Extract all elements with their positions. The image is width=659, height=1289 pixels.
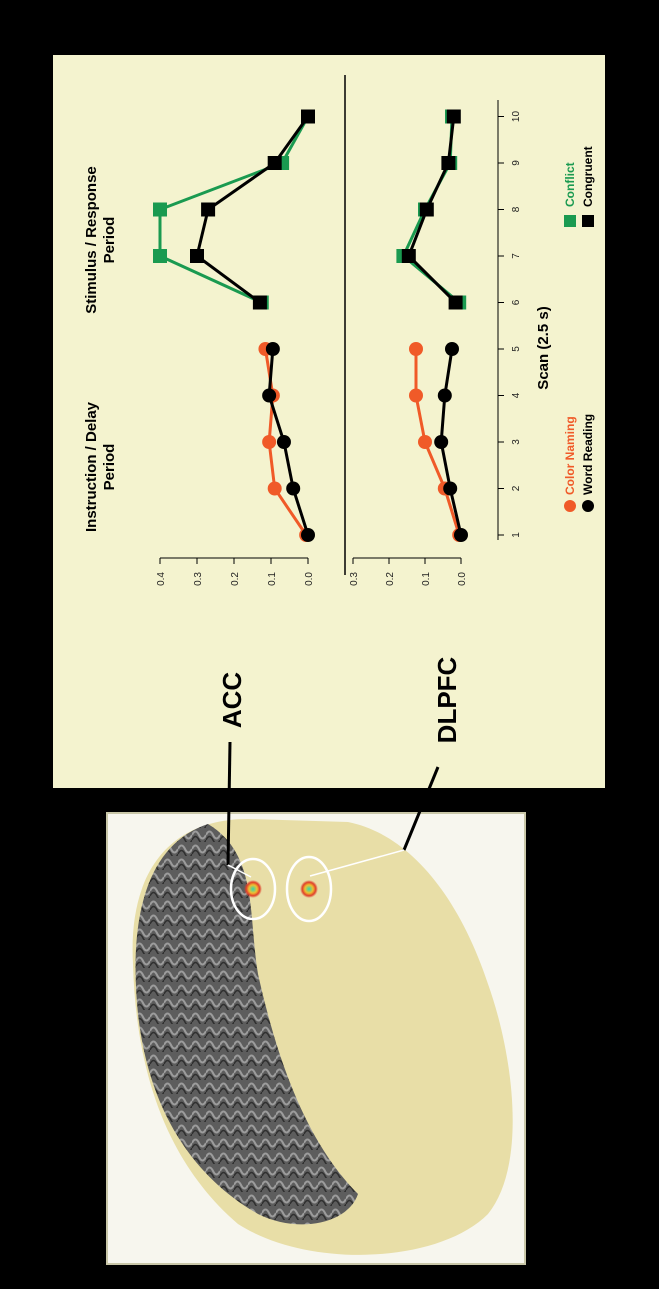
- acc-point-color-naming: [262, 435, 277, 449]
- dlpfc-point-color-naming: [409, 342, 423, 356]
- legend-marker-word-reading: [582, 500, 594, 512]
- dlpfc-point-congruent: [448, 295, 463, 310]
- legend-marker-conflict: [564, 215, 576, 227]
- x-tick-label: 5: [511, 346, 522, 352]
- legend-label-word-reading: Word Reading: [581, 414, 595, 495]
- dlpfc-point-word-reading: [443, 481, 458, 496]
- legend-marker-color-naming: [564, 500, 576, 512]
- dlpfc-y-tick-label: 0.1: [421, 572, 432, 586]
- x-tick-label: 6: [511, 299, 522, 305]
- dlpfc-point-word-reading: [454, 528, 468, 542]
- dlpfc-point-word-reading: [445, 342, 459, 356]
- chart-svg: 0.4 0.3 0.2 0.1 0.0 0.3 0.2 0.1 0.0 1 2 3 4 5 6 7 8 9 10 In…: [83, 75, 595, 586]
- brain-image: [132, 819, 513, 1255]
- x-axis-title: Scan (2.5 s): [535, 306, 552, 389]
- x-tick-label: 3: [511, 439, 522, 445]
- acc-point-congruent: [252, 295, 267, 310]
- chart-panel: 0.4 0.3 0.2 0.1 0.0 0.3 0.2 0.1 0.0 1 2 3 4 5 6 7 8 9 10 In…: [53, 55, 605, 788]
- dlpfc-y-tick-label: 0.3: [349, 572, 360, 586]
- dlpfc-point-congruent: [419, 202, 434, 217]
- dlpfc-activation: [300, 880, 318, 898]
- dlpfc-point-word-reading: [434, 435, 449, 449]
- acc-point-word-reading: [262, 388, 277, 403]
- dlpfc-point-color-naming: [418, 435, 432, 449]
- x-tick-label: 2: [511, 485, 522, 491]
- dlpfc-point-congruent: [401, 249, 416, 263]
- acc-point-congruent: [301, 109, 315, 124]
- legend-label-conflict: Conflict: [563, 162, 577, 207]
- acc-y-tick-label: 0.1: [267, 572, 278, 586]
- acc-point-conflict: [153, 249, 167, 263]
- dlpfc-y-tick-label: 0.0: [457, 572, 468, 586]
- acc-line-conflict: [158, 115, 310, 304]
- title-stimulus-response-line1: Stimulus / Response: [83, 166, 100, 314]
- x-tick-label: 1: [511, 532, 522, 538]
- acc-y-tick-label: 0.3: [193, 572, 204, 586]
- acc-point-congruent: [190, 249, 204, 263]
- acc-y-tick-label: 0.0: [304, 572, 315, 586]
- x-tick-label: 9: [511, 160, 522, 166]
- acc-point-word-reading: [265, 342, 280, 356]
- legend-marker-congruent: [582, 215, 594, 227]
- acc-point-conflict: [153, 202, 167, 217]
- acc-point-congruent: [201, 202, 216, 217]
- acc-activation: [244, 880, 262, 898]
- dlpfc-point-color-naming: [409, 388, 423, 403]
- dlpfc-point-word-reading: [437, 388, 452, 403]
- dlpfc-point-congruent: [446, 109, 461, 124]
- x-tick-label: 7: [511, 253, 522, 259]
- title-instruction-delay-line1: Instruction / Delay: [83, 401, 100, 532]
- x-tick-label: 10: [511, 111, 522, 123]
- x-tick-label: 8: [511, 206, 522, 212]
- brain-cortex-shape: [135, 824, 358, 1225]
- brain-image-frame: [106, 812, 526, 1265]
- legend-label-congruent: Congruent: [581, 146, 595, 207]
- x-tick-label: 4: [511, 392, 522, 398]
- acc-point-word-reading: [301, 528, 315, 542]
- legend-label-color-naming: Color Naming: [563, 416, 577, 495]
- acc-point-congruent: [267, 156, 282, 170]
- dlpfc-circle: [285, 855, 333, 923]
- dlpfc-y-tick-label: 0.2: [385, 572, 396, 586]
- acc-point-word-reading: [276, 435, 291, 449]
- dlpfc-point-congruent: [441, 156, 456, 170]
- acc-circle: [229, 857, 277, 921]
- acc-point-color-naming: [267, 481, 282, 496]
- title-instruction-delay-line2: Period: [101, 444, 118, 491]
- acc-y-tick-label: 0.2: [230, 572, 241, 586]
- title-stimulus-response-line2: Period: [101, 217, 118, 264]
- acc-point-word-reading: [286, 481, 301, 496]
- acc-y-tick-label: 0.4: [156, 572, 167, 586]
